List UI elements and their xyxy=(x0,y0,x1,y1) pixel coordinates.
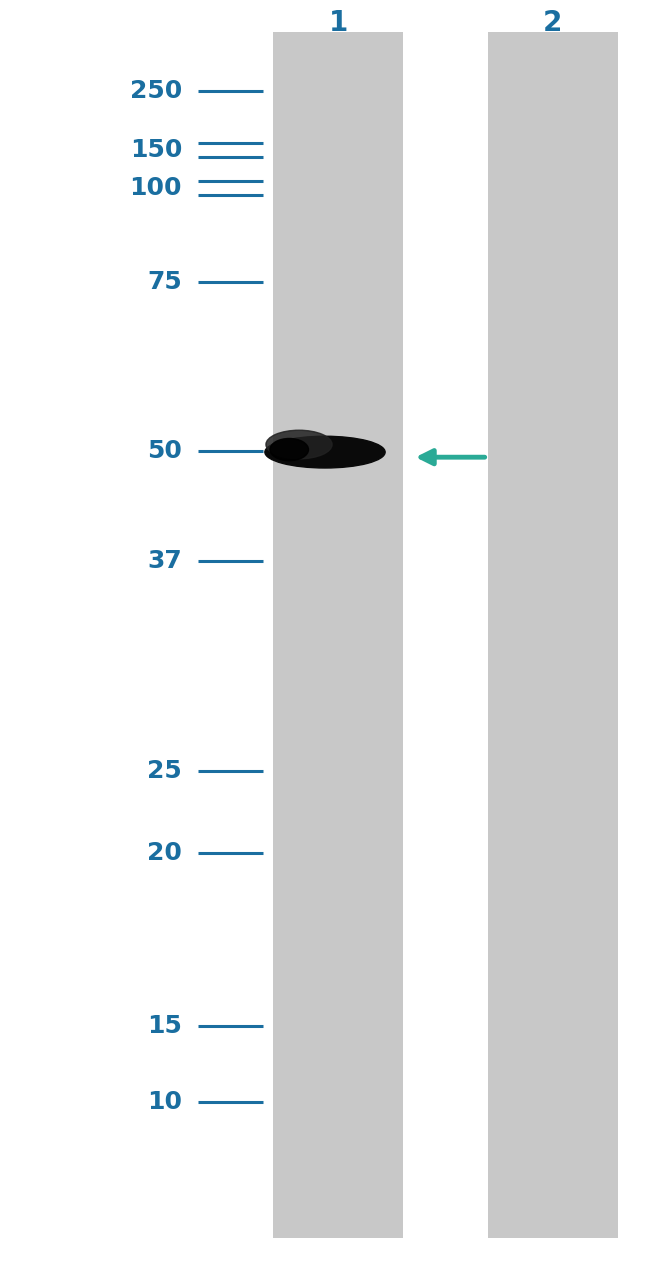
Ellipse shape xyxy=(266,431,332,458)
Text: 37: 37 xyxy=(148,550,182,573)
Ellipse shape xyxy=(265,437,385,469)
Text: 150: 150 xyxy=(129,138,182,161)
Text: 1: 1 xyxy=(328,9,348,37)
Text: 10: 10 xyxy=(147,1091,182,1114)
Text: 15: 15 xyxy=(147,1015,182,1038)
Text: 20: 20 xyxy=(147,842,182,865)
Ellipse shape xyxy=(270,438,309,461)
Bar xyxy=(273,32,403,1238)
Bar xyxy=(488,32,618,1238)
Text: 25: 25 xyxy=(148,759,182,782)
Text: 75: 75 xyxy=(148,271,182,293)
Text: 100: 100 xyxy=(129,177,182,199)
Text: 2: 2 xyxy=(543,9,562,37)
Text: 50: 50 xyxy=(147,439,182,462)
Text: 250: 250 xyxy=(130,80,182,103)
